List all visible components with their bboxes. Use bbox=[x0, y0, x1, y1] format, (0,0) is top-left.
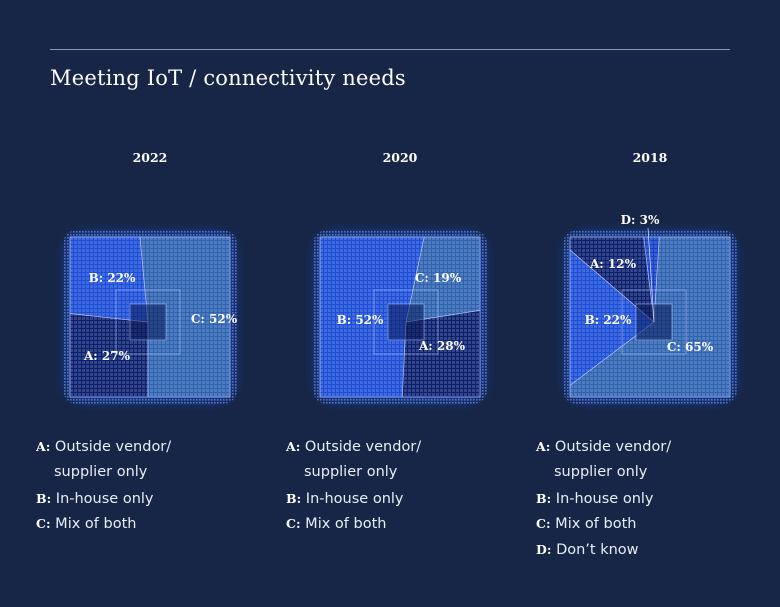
legend-key: C: bbox=[286, 516, 301, 532]
chart-year-title: 2020 bbox=[382, 150, 418, 165]
legend-text: Outside vendor/ bbox=[50, 439, 172, 455]
legend-text: Mix of both bbox=[300, 516, 387, 533]
slice-label-d: D: 3% bbox=[621, 213, 660, 227]
slice-label-b: B: 52% bbox=[337, 313, 384, 327]
legend-2020: A: Outside vendor/supplier only B: In-hou… bbox=[286, 434, 421, 537]
chart-year-title: 2018 bbox=[632, 150, 668, 165]
legend-text-continued: supplier only bbox=[304, 463, 398, 480]
top-divider bbox=[50, 49, 730, 50]
legend-key: D: bbox=[536, 542, 552, 558]
legend-key: B: bbox=[286, 490, 302, 506]
chart-2018: 2018 A: 12% B: 22% C: 65% D: 3% A: Outside … bbox=[535, 140, 765, 570]
legend-key: A: bbox=[286, 439, 301, 454]
legend-item: A: Outside vendor/ bbox=[536, 434, 671, 460]
slice-label-b: B: 22% bbox=[585, 313, 632, 327]
legend-item: B: In-house only bbox=[536, 486, 671, 512]
chip-pie-2018: A: 12% B: 22% C: 65% D: 3% bbox=[563, 213, 737, 404]
chart-2020: 2020 A: 28% B: 52% C: 19% A: Outside vendo… bbox=[285, 140, 515, 570]
legend-text: Don’t know bbox=[551, 542, 639, 559]
legend-item: A: Outside vendor/ bbox=[286, 434, 421, 460]
slice-label-c: C: 65% bbox=[667, 340, 714, 354]
legend-text: In-house only bbox=[301, 490, 404, 507]
legend-text: In-house only bbox=[51, 490, 154, 507]
legend-item: A: Outside vendor/ bbox=[36, 434, 171, 460]
chart-2022: 2022 A: 27% B: 22% C: 52% A: Outside vendo… bbox=[35, 140, 265, 570]
chart-year-title: 2022 bbox=[132, 150, 168, 165]
legend-text-continued: supplier only bbox=[54, 463, 148, 480]
legend-item: C: Mix of both bbox=[536, 511, 671, 537]
chart-title: Meeting IoT / connectivity needs bbox=[50, 66, 406, 90]
slice-label-b: B: 22% bbox=[89, 271, 136, 285]
legend-text: Outside vendor/ bbox=[300, 439, 422, 455]
legend-key: C: bbox=[536, 516, 551, 532]
legend-item: B: In-house only bbox=[286, 486, 421, 512]
legend-text-continued: supplier only bbox=[554, 463, 648, 480]
legend-text: Mix of both bbox=[50, 516, 137, 533]
legend-key: B: bbox=[36, 490, 52, 506]
legend-key: B: bbox=[536, 490, 552, 506]
slice-label-c: C: 19% bbox=[415, 271, 462, 285]
legend-text: Outside vendor/ bbox=[550, 439, 672, 455]
legend-text: Mix of both bbox=[550, 516, 637, 533]
legend-text: In-house only bbox=[551, 490, 654, 507]
legend-item: C: Mix of both bbox=[36, 511, 171, 537]
legend-item: B: In-house only bbox=[36, 486, 171, 512]
legend-key: A: bbox=[536, 439, 551, 454]
slice-label-a: A: 27% bbox=[83, 349, 131, 363]
chip-pie-2022: A: 27% B: 22% C: 52% bbox=[63, 230, 238, 404]
legend-2022: A: Outside vendor/supplier only B: In-hou… bbox=[36, 434, 171, 537]
legend-key: A: bbox=[36, 439, 51, 454]
slice-label-c: C: 52% bbox=[191, 312, 238, 326]
legend-key: C: bbox=[36, 516, 51, 532]
slice-label-a: A: 12% bbox=[589, 257, 637, 271]
slice-label-a: A: 28% bbox=[418, 339, 466, 353]
legend-item: C: Mix of both bbox=[286, 511, 421, 537]
legend-item: D: Don’t know bbox=[536, 537, 671, 563]
chip-pie-2020: A: 28% B: 52% C: 19% bbox=[313, 230, 487, 404]
legend-2018: A: Outside vendor/supplier only B: In-hou… bbox=[536, 434, 671, 563]
